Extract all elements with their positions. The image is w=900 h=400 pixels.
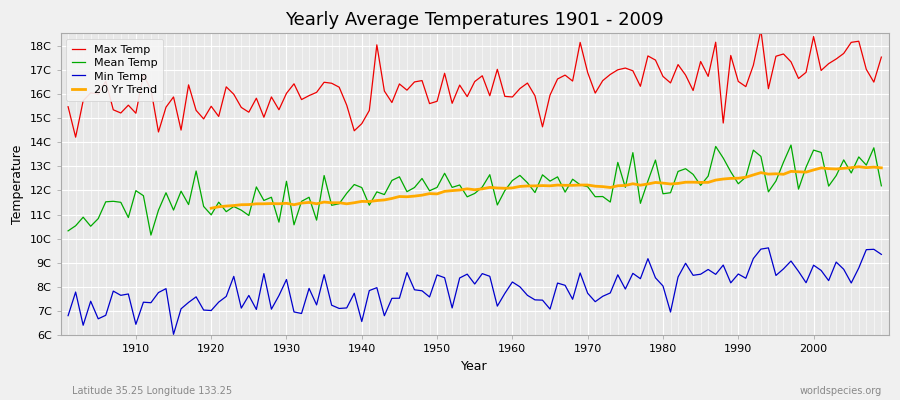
Y-axis label: Temperature: Temperature xyxy=(11,145,24,224)
Min Temp xyxy=(168,332,179,337)
Min Temp xyxy=(123,292,134,296)
20 Yr Trend xyxy=(206,206,217,211)
Min Temp xyxy=(341,306,352,310)
Max Temp xyxy=(130,111,141,116)
Mean Temp xyxy=(63,228,74,233)
Max Temp xyxy=(507,94,517,99)
Min Temp xyxy=(296,311,307,316)
20 Yr Trend xyxy=(853,164,864,169)
20 Yr Trend xyxy=(672,181,683,186)
Max Temp xyxy=(63,104,74,109)
Line: 20 Yr Trend: 20 Yr Trend xyxy=(212,167,881,208)
20 Yr Trend xyxy=(763,172,774,176)
Mean Temp xyxy=(146,233,157,238)
Min Temp xyxy=(605,290,616,295)
Mean Temp xyxy=(786,143,796,148)
Max Temp xyxy=(515,86,526,91)
Text: worldspecies.org: worldspecies.org xyxy=(800,386,882,396)
Title: Yearly Average Temperatures 1901 - 2009: Yearly Average Temperatures 1901 - 2009 xyxy=(285,11,664,29)
20 Yr Trend xyxy=(778,172,789,177)
Line: Min Temp: Min Temp xyxy=(68,248,881,334)
20 Yr Trend xyxy=(410,194,420,198)
Mean Temp xyxy=(515,173,526,178)
Max Temp xyxy=(755,28,766,32)
Min Temp xyxy=(763,246,774,250)
Text: Latitude 35.25 Longitude 133.25: Latitude 35.25 Longitude 133.25 xyxy=(72,386,232,396)
20 Yr Trend xyxy=(876,166,886,170)
Mean Temp xyxy=(507,178,517,183)
Max Temp xyxy=(341,103,352,108)
Min Temp xyxy=(507,280,517,284)
Line: Max Temp: Max Temp xyxy=(68,30,881,137)
Mean Temp xyxy=(605,200,616,204)
Max Temp xyxy=(605,72,616,77)
20 Yr Trend xyxy=(846,165,857,170)
Line: Mean Temp: Mean Temp xyxy=(68,145,881,235)
X-axis label: Year: Year xyxy=(462,360,488,373)
Mean Temp xyxy=(876,184,886,188)
20 Yr Trend xyxy=(296,201,307,206)
Mean Temp xyxy=(296,199,307,204)
Min Temp xyxy=(63,313,74,318)
Mean Temp xyxy=(123,215,134,220)
Legend: Max Temp, Mean Temp, Min Temp, 20 Yr Trend: Max Temp, Mean Temp, Min Temp, 20 Yr Tre… xyxy=(66,39,163,100)
Min Temp xyxy=(515,284,526,289)
Min Temp xyxy=(876,252,886,257)
Max Temp xyxy=(70,135,81,140)
Max Temp xyxy=(296,97,307,102)
Max Temp xyxy=(876,55,886,60)
Mean Temp xyxy=(341,191,352,196)
